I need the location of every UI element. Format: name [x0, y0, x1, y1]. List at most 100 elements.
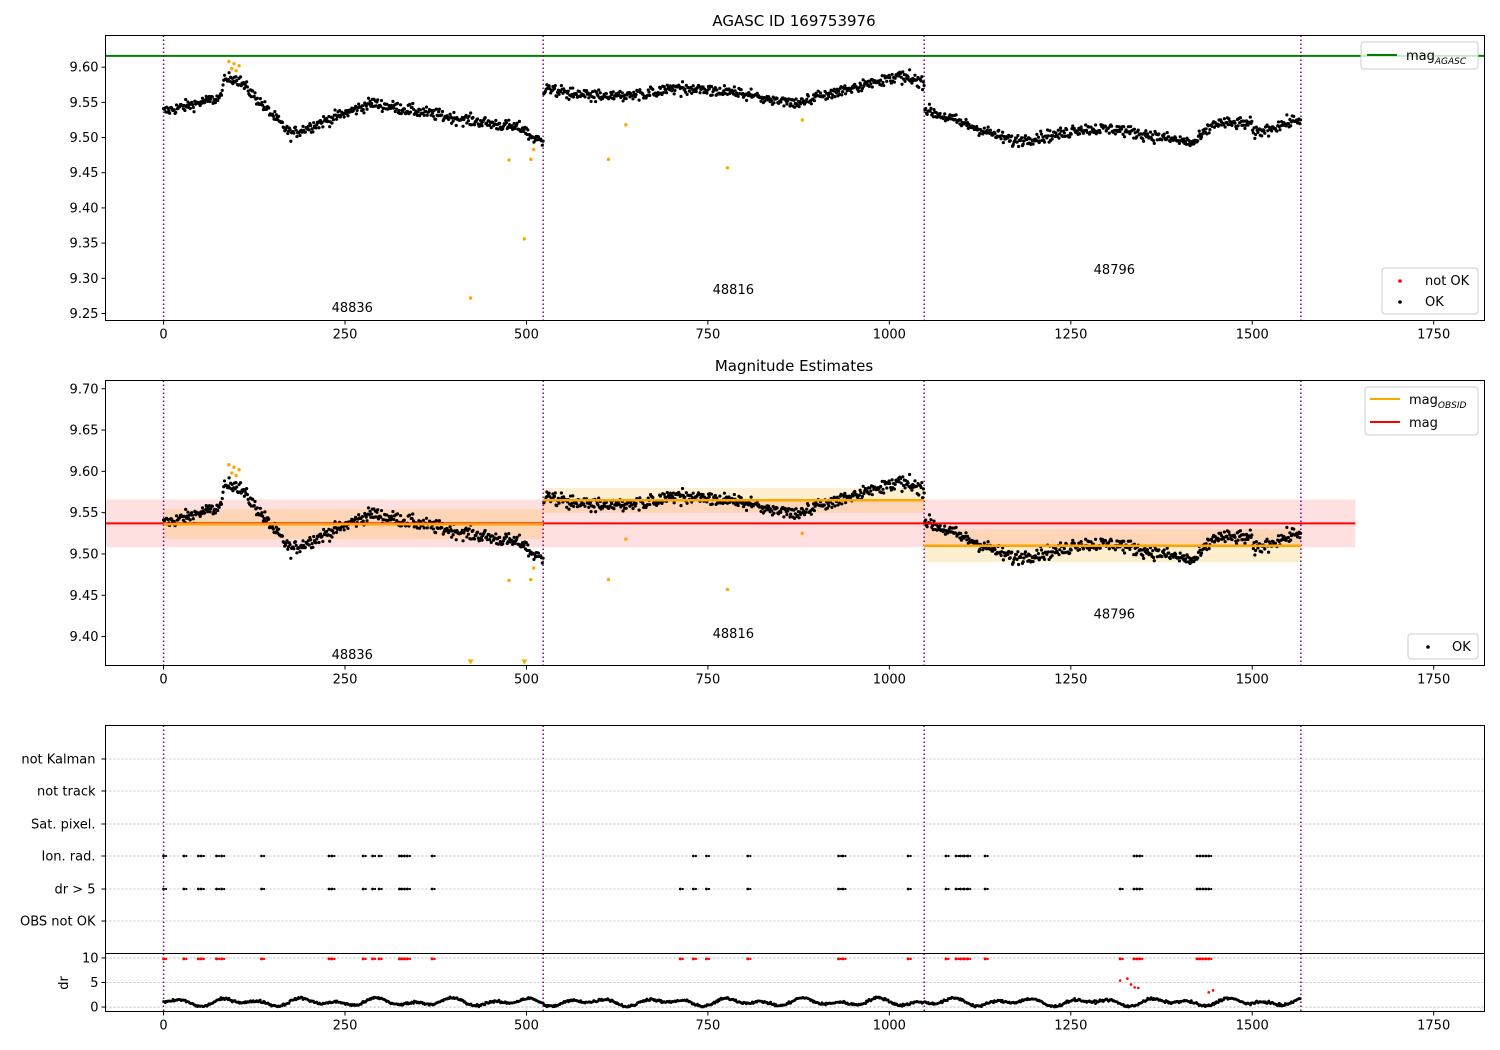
ok-point — [889, 488, 893, 492]
ok-point — [827, 94, 831, 99]
flag-point — [202, 887, 205, 891]
ok-point — [203, 508, 208, 512]
ok-point — [641, 501, 645, 505]
ok-point — [612, 507, 616, 511]
ok-point — [253, 499, 257, 504]
flag-point — [962, 854, 966, 858]
ok-point — [434, 530, 438, 535]
ok-point — [1298, 118, 1303, 122]
ok-point — [242, 494, 246, 498]
ok-point — [488, 123, 492, 127]
flag-point — [749, 887, 752, 891]
ok-point — [504, 121, 509, 125]
ok-point — [597, 88, 601, 92]
flag-point — [837, 887, 840, 891]
ok-point — [334, 117, 339, 121]
ok-point — [1113, 132, 1117, 136]
ok-point — [772, 101, 776, 105]
ok-point — [859, 83, 863, 87]
ok-point — [927, 513, 932, 517]
ok-point — [1039, 132, 1044, 136]
ok-point — [583, 504, 587, 508]
ok-point — [1135, 135, 1139, 139]
ok-point — [513, 541, 517, 545]
ok-point — [899, 75, 903, 79]
ok-point — [959, 118, 963, 122]
ok-point — [1222, 117, 1226, 121]
ok-point — [517, 533, 522, 537]
ok-point — [1182, 137, 1186, 141]
ok-point — [697, 492, 701, 497]
ok-point — [430, 111, 435, 115]
ok-point — [881, 487, 885, 491]
flag-point — [705, 887, 708, 891]
ok-point — [679, 94, 683, 98]
dr-flag-point — [222, 957, 226, 961]
ok-point — [436, 114, 440, 118]
ok-point — [749, 495, 753, 499]
ok-point — [888, 75, 892, 80]
legend-label: magOBSID — [1409, 393, 1467, 411]
ok-point — [1285, 113, 1289, 117]
ok-point — [405, 109, 410, 113]
panel-title: AGASC ID 169753976 — [712, 12, 875, 30]
legend-label: OK — [1425, 295, 1444, 310]
ok-point — [465, 535, 469, 539]
ok-point — [892, 487, 896, 491]
ok-point — [188, 106, 192, 111]
ok-point — [1058, 126, 1063, 130]
ok-point — [1286, 535, 1290, 540]
flag-row-label: Ion. rad. — [42, 850, 96, 865]
ok-point — [540, 143, 544, 147]
ok-point — [691, 491, 695, 495]
ok-point — [731, 501, 736, 505]
ok-point — [631, 97, 635, 101]
ok-point — [1023, 134, 1028, 138]
orange-point — [529, 577, 533, 582]
ok-point — [325, 116, 329, 120]
ok-point — [651, 87, 655, 92]
y-tick-label: 10 — [82, 951, 99, 966]
dr-flag-point — [1195, 957, 1199, 961]
ok-point — [1238, 529, 1242, 533]
ok-point — [997, 128, 1001, 132]
ok-point — [830, 96, 834, 100]
flag-point — [957, 854, 960, 858]
flag-point — [1207, 887, 1211, 891]
obsid-label: 48816 — [713, 283, 754, 298]
flag-point — [986, 854, 989, 858]
ok-point — [927, 102, 932, 106]
ok-point — [1048, 129, 1052, 133]
ok-point — [588, 92, 592, 96]
ok-point — [589, 99, 593, 104]
ok-point — [411, 519, 416, 523]
ok-point — [782, 104, 786, 108]
orange-point — [725, 166, 730, 170]
ok-point — [860, 494, 864, 498]
dr-flag-point — [377, 957, 381, 961]
ok-point — [608, 504, 612, 508]
flag-point — [220, 854, 224, 858]
ok-point — [1168, 556, 1172, 561]
obsid-label: 48836 — [332, 648, 373, 663]
ok-point — [739, 496, 743, 500]
ok-point — [1129, 124, 1133, 129]
ok-point — [1065, 127, 1069, 132]
ok-point — [389, 514, 394, 518]
ok-point — [596, 503, 600, 507]
ok-point — [1050, 554, 1054, 558]
ok-point — [310, 542, 314, 546]
ok-point — [258, 97, 262, 101]
ok-point — [434, 107, 438, 111]
ok-point — [422, 526, 426, 530]
ok-point — [498, 535, 502, 539]
ok-point — [1208, 128, 1212, 132]
ok-point — [1132, 552, 1136, 557]
ok-point — [376, 98, 380, 102]
ok-point — [715, 88, 719, 92]
ok-point — [310, 127, 314, 131]
ok-point — [571, 86, 575, 90]
ok-point — [982, 541, 986, 545]
ok-point — [783, 97, 788, 101]
ok-point — [235, 78, 239, 83]
